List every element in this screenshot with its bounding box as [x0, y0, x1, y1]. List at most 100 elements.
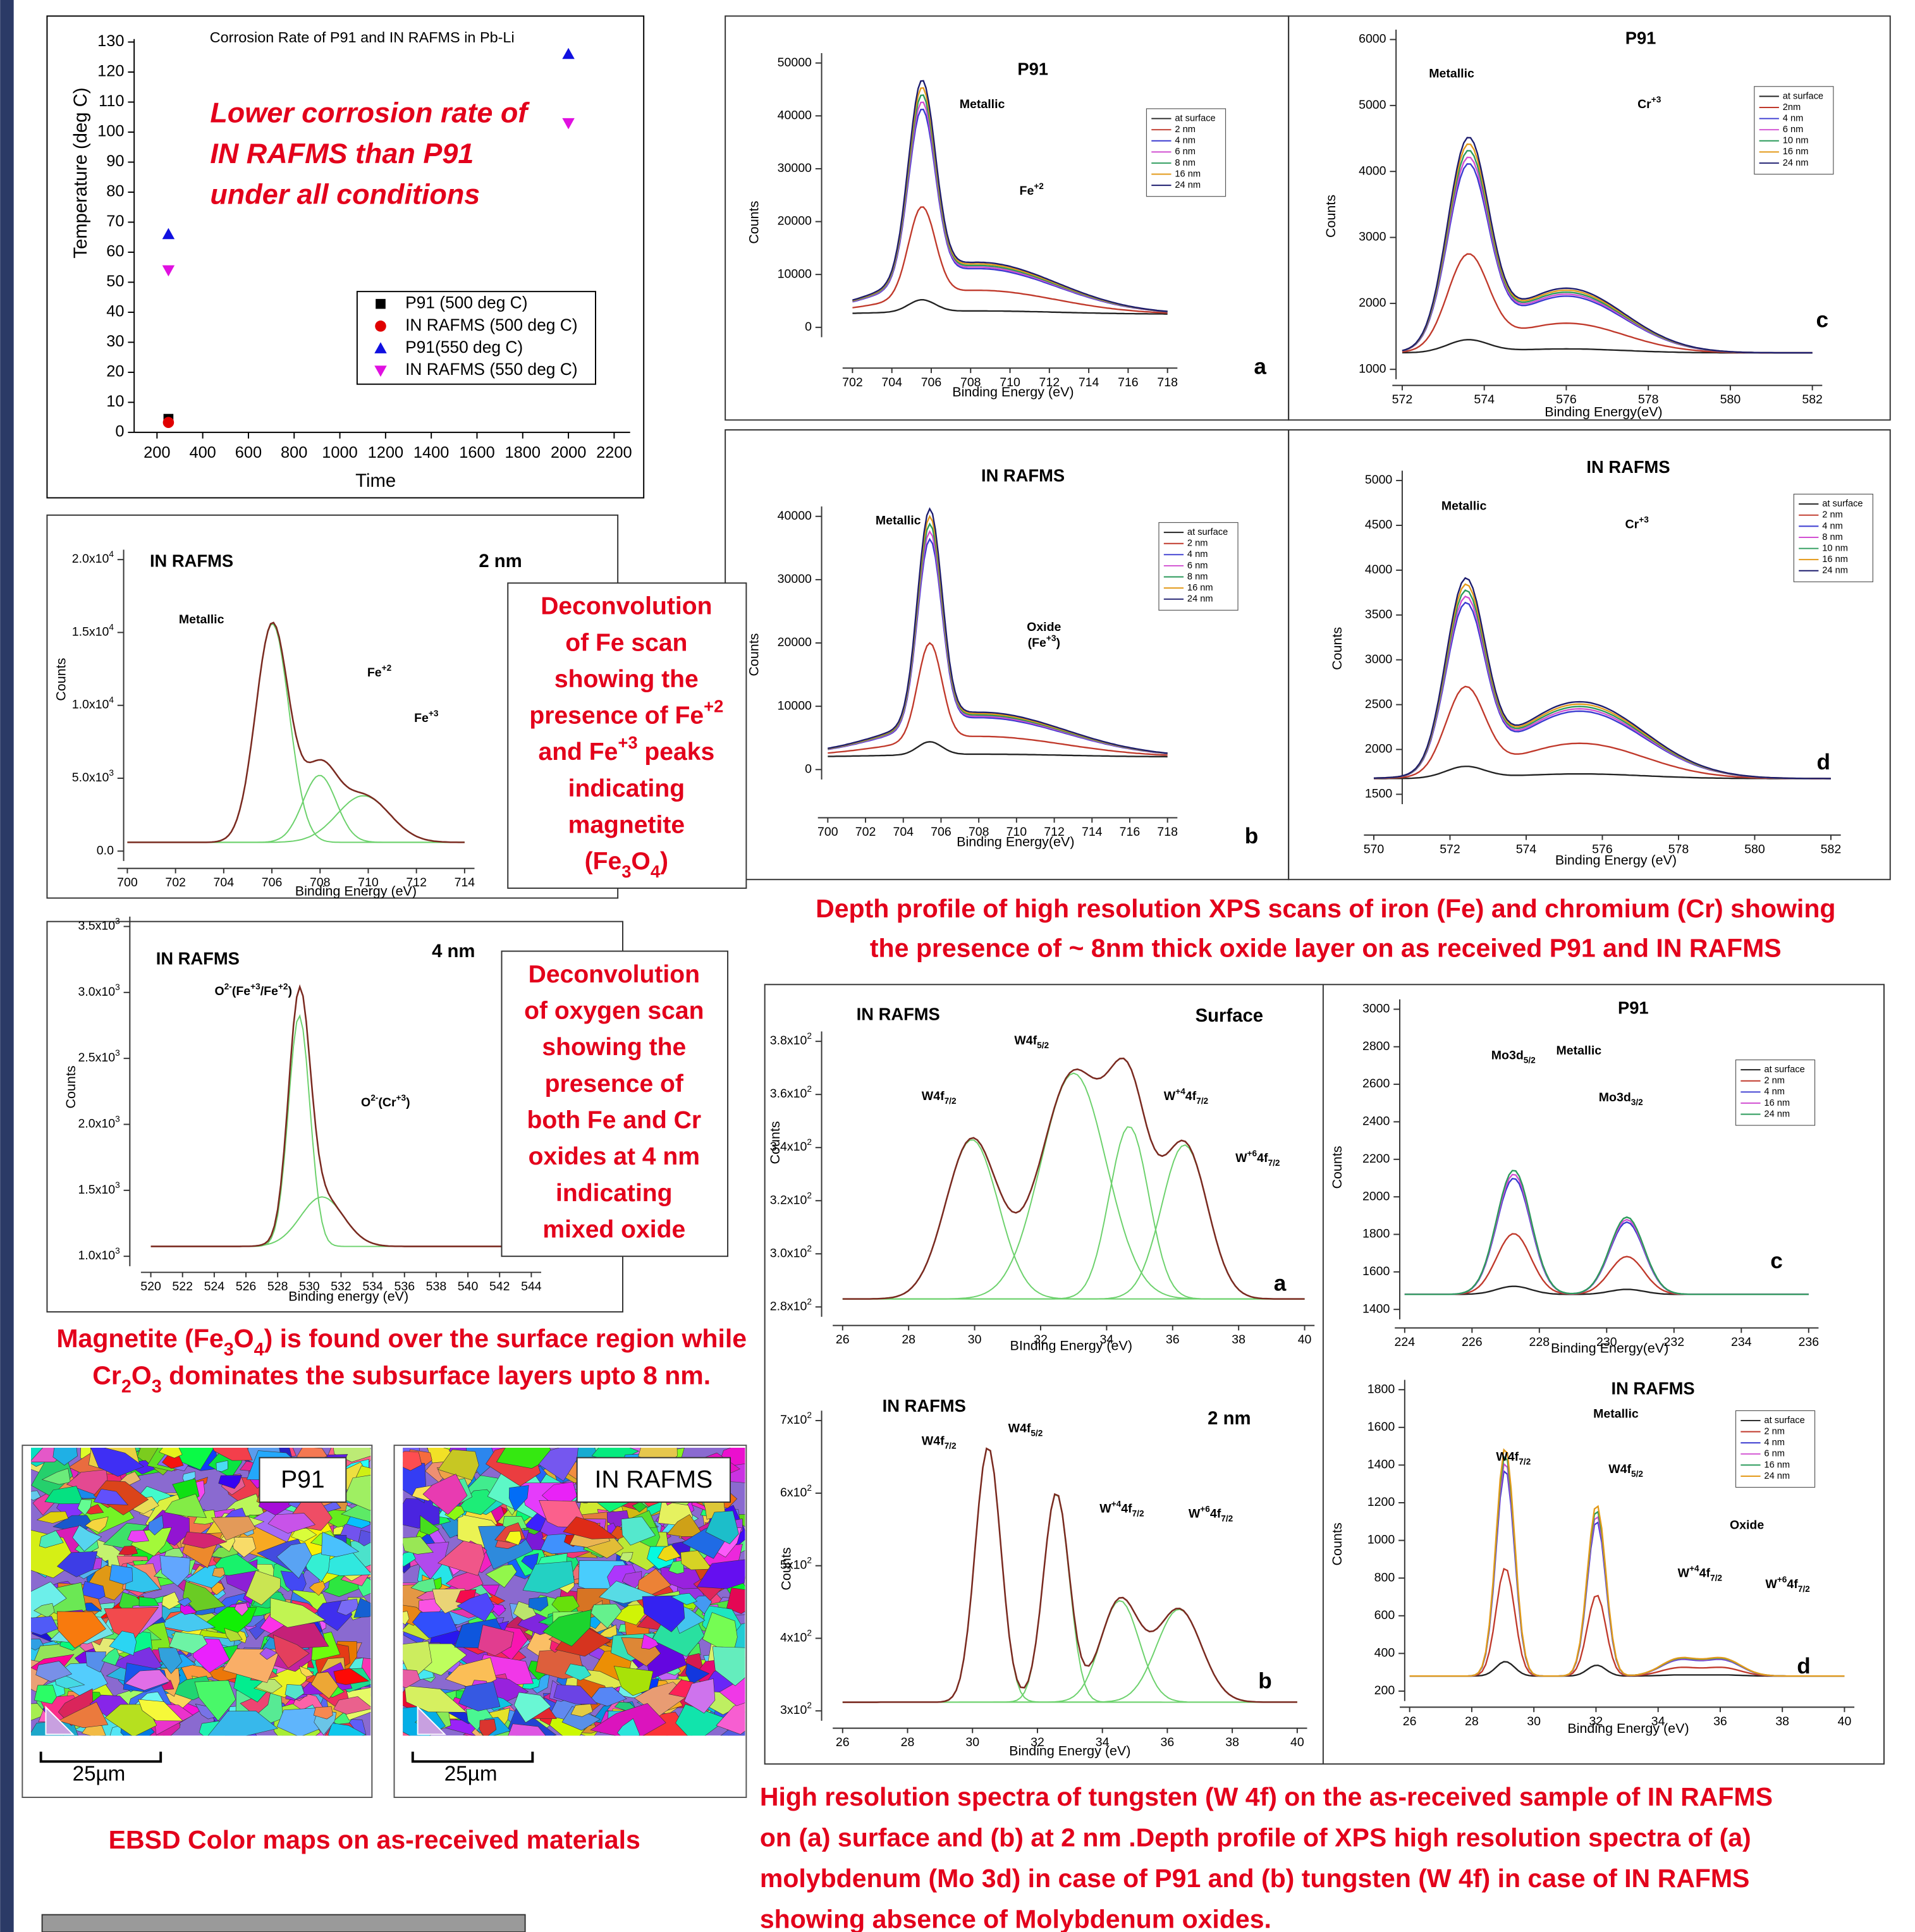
caption-part: 3 — [152, 1376, 162, 1397]
x-tick-label: 574 — [1474, 393, 1495, 407]
y-tick-label: 10000 — [778, 267, 812, 281]
x-tick-label: 538 — [426, 1280, 447, 1293]
annotation-part: +2 — [278, 982, 288, 991]
panel-title: IN RAFMS — [883, 1396, 966, 1415]
spectrum-curve — [828, 741, 1168, 758]
x-tick-label: 704 — [881, 376, 902, 389]
x-tick-label: 36 — [1161, 1735, 1175, 1749]
y-tick-label-part: 2 — [807, 1031, 812, 1041]
legend-label: 6 nm — [1175, 147, 1196, 157]
grain — [138, 1596, 159, 1607]
y-tick-label-part: 3 — [115, 1180, 120, 1190]
x-tick-label: 706 — [921, 376, 942, 389]
grain — [420, 1515, 440, 1536]
annotation: Fe+2 — [367, 663, 392, 680]
grain — [224, 1628, 243, 1642]
y-tick-label: 800 — [1374, 1570, 1395, 1584]
panel-title: IN RAFMS — [1612, 1378, 1695, 1398]
grain — [726, 1587, 745, 1614]
caption-part: ) is found over the surface region while — [264, 1324, 747, 1353]
x-axis-label: Binding energy (eV) — [288, 1288, 408, 1304]
annotation-part: (Cr — [378, 1096, 396, 1110]
grain — [90, 1448, 145, 1477]
x-tick-label: 700 — [817, 825, 838, 839]
x-tick-label: 1800 — [505, 444, 541, 462]
legend-label: 24 nm — [1187, 594, 1213, 604]
text-box-line-part: and Fe — [538, 738, 618, 766]
x-tick-label: 800 — [281, 444, 307, 462]
panel-letter: a — [1274, 1271, 1287, 1295]
legend-label: at surface — [1822, 499, 1863, 509]
text-box-line-part: +2 — [704, 696, 723, 716]
grain — [245, 1570, 281, 1605]
y-axis-label: Counts — [54, 658, 69, 701]
x-tick-label: 32 — [1031, 1735, 1044, 1749]
y-tick-label-part: 2 — [807, 1137, 812, 1147]
caption: showing absence of Molybdenum oxides. — [760, 1904, 1271, 1932]
ebsd-map — [31, 1448, 371, 1736]
grain — [697, 1559, 745, 1589]
annotation-part: +3 — [1639, 515, 1649, 525]
grain — [35, 1661, 73, 1682]
x-tick-label: 712 — [1044, 825, 1065, 839]
panel-frame — [1288, 429, 1891, 881]
grain — [194, 1680, 236, 1721]
grain — [182, 1580, 226, 1611]
y-tick-label-part: 5.0x10 — [72, 771, 109, 785]
annotation-part: W4f — [1496, 1450, 1519, 1464]
text-box-line: of Fe scan — [565, 629, 687, 656]
x-tick-label: 530 — [299, 1280, 320, 1293]
spectrum-curve — [828, 507, 1168, 754]
y-tick-label-part: 1.0x10 — [72, 698, 109, 712]
x-tick-label: 576 — [1556, 393, 1577, 407]
y-tick-label-part: 2 — [807, 1297, 812, 1306]
marker — [562, 118, 575, 130]
annotation: Metallic — [1557, 1044, 1602, 1058]
grain — [620, 1552, 633, 1562]
legend-label: 16 nm — [1822, 554, 1848, 565]
scale-bar — [39, 1751, 162, 1763]
annotation-part: ) — [288, 984, 291, 998]
panel-title: P91 — [1618, 998, 1649, 1018]
panel-title: P91 — [1625, 28, 1656, 48]
grain — [310, 1672, 339, 1699]
legend-label: 16 nm — [1187, 583, 1213, 593]
caption-part: 3 — [224, 1340, 234, 1360]
panel-title: P91 — [1017, 59, 1048, 79]
legend-label: 2 nm — [1175, 125, 1196, 135]
y-tick-label-part: 4 — [109, 695, 114, 705]
grain — [641, 1634, 659, 1649]
grain — [157, 1648, 183, 1674]
caption: molybdenum (Mo 3d) in case of P91 and (b… — [760, 1864, 1750, 1893]
grain — [298, 1666, 314, 1677]
legend-label: 2 nm — [1764, 1427, 1785, 1437]
y-tick-label: 1600 — [1367, 1420, 1395, 1434]
x-tick-label: 28 — [901, 1735, 915, 1749]
map-label-box — [259, 1457, 347, 1503]
grain — [590, 1703, 666, 1736]
caption-part: O — [234, 1324, 254, 1353]
y-tick-label-part: 2 — [807, 1629, 812, 1638]
grain — [621, 1571, 642, 1589]
x-tick-label: 710 — [358, 876, 379, 890]
y-tick-label-part: 3.4x10 — [770, 1140, 807, 1154]
annotation-part: 7/2 — [945, 1441, 957, 1450]
grain — [343, 1475, 371, 1511]
annotation-part: Fe — [414, 711, 429, 725]
annotation: W+44f7/2 — [1164, 1087, 1209, 1106]
legend-label: 8 nm — [1175, 158, 1196, 168]
x-tick-label: 544 — [521, 1280, 542, 1293]
x-tick-label: 34 — [1096, 1735, 1110, 1749]
y-axis-label: Counts — [1330, 1146, 1345, 1189]
x-axis-label: BInding Energy (eV) — [1010, 1338, 1132, 1353]
legend-label: 16 nm — [1764, 1460, 1790, 1470]
legend-label: 6 nm — [1764, 1449, 1785, 1459]
annotation-part: +4 — [1175, 1087, 1185, 1096]
color-key — [417, 1706, 446, 1735]
grain — [127, 1530, 149, 1543]
y-tick-label: 20000 — [778, 635, 812, 649]
x-axis-label: Binding Energy (eV) — [1567, 1721, 1689, 1736]
annotation-part: +3 — [396, 1093, 407, 1103]
y-tick-label: 4500 — [1365, 518, 1393, 532]
